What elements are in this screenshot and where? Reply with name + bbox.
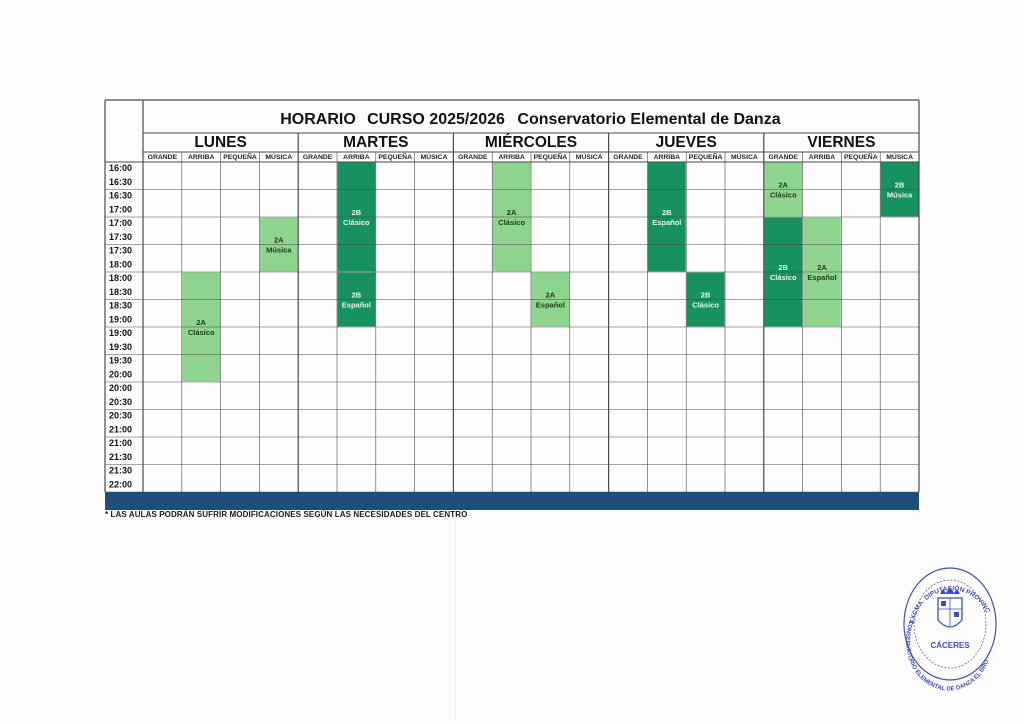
class-group: 2A	[274, 236, 284, 245]
time-label-end: 19:30	[109, 342, 132, 352]
title-curso: CURSO 2025/2026	[367, 111, 505, 128]
time-label-end: 18:00	[109, 260, 132, 270]
room-header: MÚSICA	[731, 152, 758, 161]
class-group: 2B	[662, 208, 672, 217]
table-grid-lines	[104, 99, 920, 493]
time-label-start: 19:00	[109, 328, 132, 338]
class-group: 2B	[895, 181, 905, 190]
page-fold-line	[455, 520, 456, 720]
class-subject: Clásico	[498, 218, 525, 227]
class-group: 2A	[196, 318, 206, 327]
footnote: * LAS AULAS PODRÁN SUFRIR MODIFICACIONES…	[105, 510, 468, 519]
room-header: ARRIBA	[498, 154, 525, 161]
official-stamp: EXCMA. DIPUTACIÓN PROVINCIAL CONSERVATOR…	[900, 562, 997, 692]
coat-of-arms-icon	[937, 587, 963, 628]
room-header: PEQUEÑA	[844, 152, 878, 161]
time-label-start: 18:00	[109, 273, 132, 283]
room-header: PEQUEÑA	[378, 152, 412, 161]
time-label-start: 21:30	[109, 466, 132, 476]
time-label-start: 21:00	[109, 438, 132, 448]
time-label-end: 16:30	[109, 177, 132, 187]
class-group: 2B	[701, 291, 711, 300]
class-subject: Clásico	[770, 191, 797, 200]
time-label-end: 21:30	[109, 452, 132, 462]
stamp-outer-ring	[903, 567, 997, 681]
time-label-start: 17:00	[109, 218, 132, 228]
room-header: PEQUEÑA	[223, 152, 257, 161]
time-label-end: 20:00	[109, 370, 132, 380]
time-label-start: 17:30	[109, 246, 132, 256]
room-header: GRANDE	[303, 154, 333, 161]
room-header: PEQUEÑA	[689, 152, 723, 161]
stamp-ring-text-bottom: CONSERVATORIO ELEMENTAL DE DANZA EL BROC…	[900, 562, 991, 692]
time-label-end: 19:00	[109, 315, 132, 325]
time-label-end: 20:30	[109, 397, 132, 407]
room-header: MÚSICA	[421, 152, 448, 161]
class-subject: Clásico	[692, 301, 719, 310]
class-subject: Clásico	[770, 273, 797, 282]
class-group: 2A	[817, 263, 827, 272]
room-header: MÚSICA	[576, 152, 603, 161]
time-label-start: 16:00	[109, 163, 132, 173]
time-label-start: 19:30	[109, 356, 132, 366]
time-label-start: 16:30	[109, 191, 132, 201]
time-label-end: 17:30	[109, 232, 132, 242]
footer-bar	[105, 492, 919, 510]
room-header: GRANDE	[613, 154, 643, 161]
room-header: ARRIBA	[654, 154, 681, 161]
room-header: GRANDE	[148, 154, 178, 161]
class-subject: Música	[887, 191, 913, 200]
class-group: 2B	[778, 263, 788, 272]
time-label-end: 17:00	[109, 205, 132, 215]
time-label-start: 20:30	[109, 411, 132, 421]
class-subject: Español	[342, 301, 371, 310]
class-subject: Clásico	[188, 328, 215, 337]
class-group: 2A	[546, 291, 556, 300]
room-header: ARRIBA	[343, 154, 370, 161]
class-group: 2A	[507, 208, 517, 217]
room-header: ARRIBA	[809, 154, 836, 161]
time-label-end: 18:30	[109, 287, 132, 297]
class-subject: Español	[807, 273, 836, 282]
class-subject: Música	[266, 246, 292, 255]
room-header: GRANDE	[458, 154, 488, 161]
class-group: 2A	[778, 181, 788, 190]
room-header: PEQUEÑA	[534, 152, 568, 161]
room-header: GRANDE	[768, 154, 798, 161]
stamp-city: CÁCERES	[930, 641, 970, 650]
class-subject: Clásico	[343, 218, 370, 227]
day-header: MARTES	[343, 134, 408, 151]
room-header: MÚSICA	[886, 152, 913, 161]
room-header: MÚSICA	[265, 152, 292, 161]
class-subject: Español	[536, 301, 565, 310]
time-label-end: 21:00	[109, 425, 132, 435]
title-centro: Conservatorio Elemental de Danza	[517, 111, 780, 128]
day-header: JUEVES	[656, 134, 717, 151]
class-subject: Español	[652, 218, 681, 227]
time-label-start: 18:30	[109, 301, 132, 311]
day-header: LUNES	[194, 134, 247, 151]
day-header: VIERNES	[807, 134, 875, 151]
time-label-start: 20:00	[109, 383, 132, 393]
time-label-end: 22:00	[109, 480, 132, 490]
day-header: MIÉRCOLES	[485, 134, 577, 151]
stamp-inner-ring	[913, 579, 987, 669]
title-horario: HORARIO	[280, 111, 356, 128]
room-header: ARRIBA	[188, 154, 215, 161]
class-group: 2B	[352, 208, 362, 217]
class-group: 2B	[352, 291, 362, 300]
